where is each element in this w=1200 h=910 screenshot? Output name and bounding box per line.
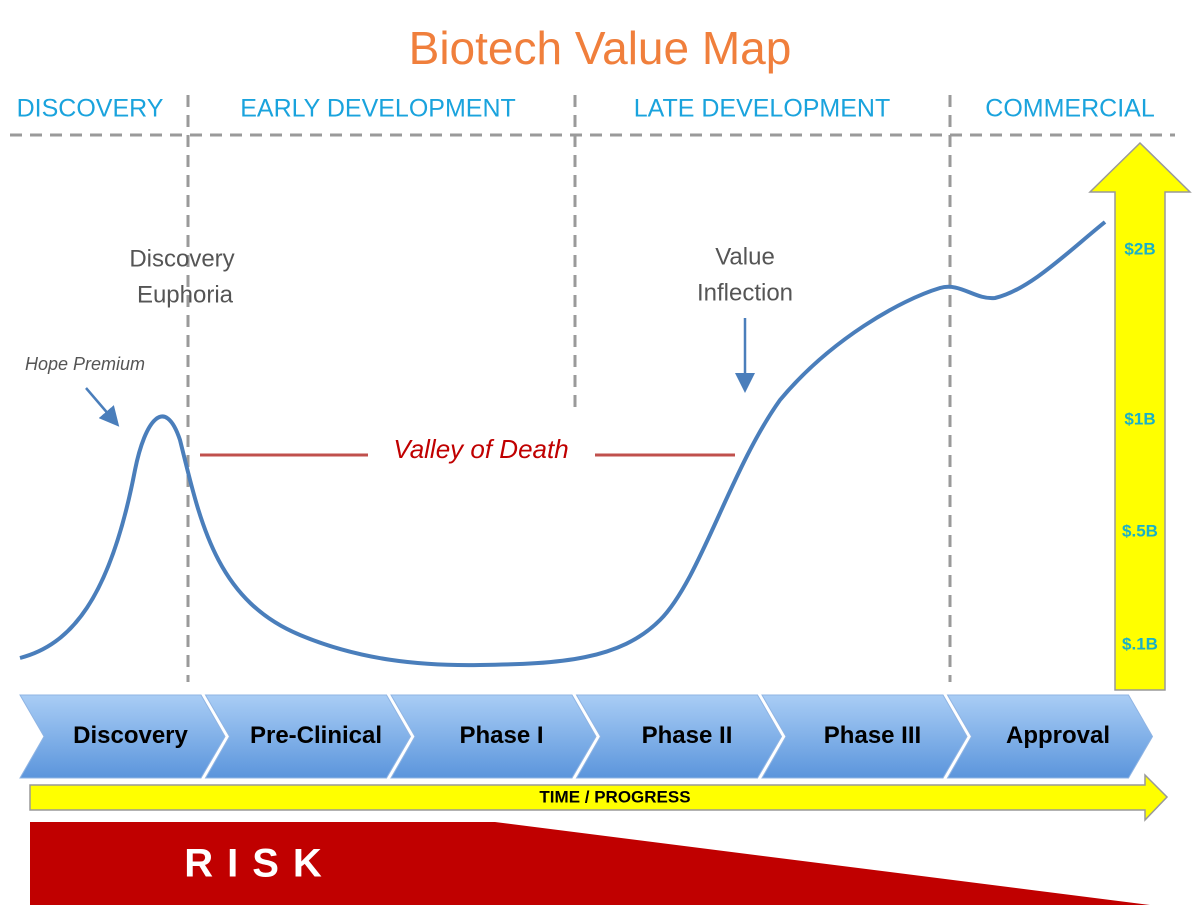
scale-label: $.1B — [1122, 634, 1158, 653]
title: Biotech Value Map — [409, 22, 792, 74]
annotation: Discovery — [129, 245, 234, 272]
stage-chevron — [390, 694, 597, 779]
stage-label: Phase III — [824, 722, 921, 749]
stage-chevron — [761, 694, 968, 779]
annotation: Valley of Death — [393, 434, 568, 464]
annotation: Hope Premium — [25, 354, 145, 374]
scale-label: $.5B — [1122, 521, 1158, 540]
stage-label: Phase I — [459, 722, 543, 749]
stage-label: Approval — [1006, 722, 1110, 749]
phase-label: DISCOVERY — [17, 95, 164, 123]
stage-label: Pre-Clinical — [250, 722, 382, 749]
annotation: Inflection — [697, 279, 793, 306]
stage-chevron — [19, 694, 226, 779]
risk-label: RISK — [184, 842, 336, 886]
stage-chevron — [204, 694, 412, 779]
stage-chevron — [946, 694, 1154, 779]
annotation: Value — [715, 243, 775, 270]
phase-label: LATE DEVELOPMENT — [634, 95, 891, 123]
scale-label: $1B — [1124, 409, 1155, 428]
stage-row: Discovery Pre-Clinical Phase I Phase II Phas… — [19, 694, 1154, 779]
stage-chevron — [575, 694, 783, 779]
scale-label: $2B — [1124, 239, 1155, 258]
risk-wedge — [30, 822, 1150, 905]
arrow — [85, 387, 120, 427]
phase-label: EARLY DEVELOPMENT — [240, 95, 516, 123]
value-arrow — [1088, 141, 1192, 691]
stage-label: Phase II — [642, 722, 733, 749]
time-arrow — [29, 773, 1169, 822]
annotation: Euphoria — [137, 281, 234, 308]
stage-label: Discovery — [73, 722, 188, 749]
phase-label: COMMERCIAL — [985, 95, 1155, 123]
value-curve — [19, 220, 1107, 668]
time-label: TIME / PROGRESS — [539, 787, 690, 806]
